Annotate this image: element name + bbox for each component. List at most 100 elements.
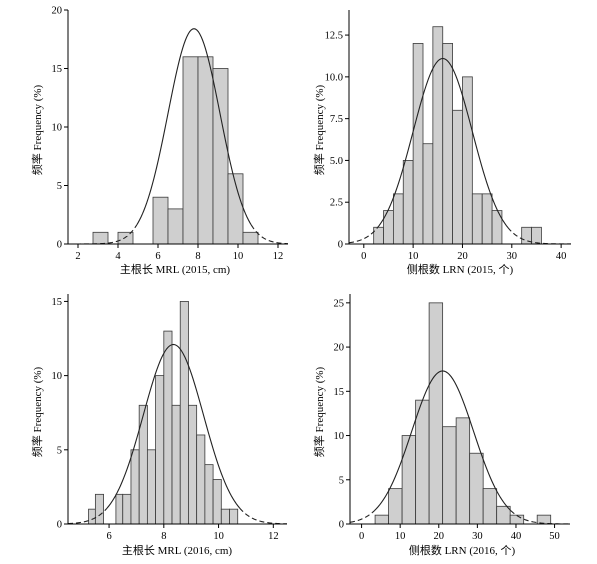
histogram-bar — [412, 43, 424, 245]
axes-group: 6 8 10 12 0 5 10 15 — [52, 294, 287, 542]
histogram-bar — [402, 160, 414, 245]
y-tick-label: 0 — [338, 240, 343, 251]
x-axis-label: 主根长 MRL (2016, cm) — [122, 543, 233, 557]
y-tick-label: 7.5 — [330, 114, 343, 125]
histogram-bar — [220, 508, 230, 525]
mrl-2016-histogram: 6 8 10 12 0 5 10 15 主根长 MRL (2016, cm) 频率 Frequ… — [30, 294, 288, 557]
histogram-bar — [242, 231, 259, 245]
y-tick-label: 0 — [57, 520, 62, 531]
histogram-bar — [422, 143, 434, 245]
histogram-bar — [496, 505, 511, 525]
y-axis-label: 频率 Frequency (%) — [312, 366, 326, 457]
histogram-bar — [442, 426, 457, 525]
x-tick-label: 12 — [273, 251, 284, 262]
histogram-bar — [188, 404, 198, 525]
histogram-bar — [442, 43, 454, 245]
y-tick-label: 5 — [57, 445, 62, 456]
y-tick-label: 10.0 — [325, 72, 343, 83]
x-axis-label: 主根长 MRL (2015, cm) — [120, 262, 231, 276]
bars-group — [92, 56, 259, 245]
histogram-bar — [388, 488, 403, 525]
histogram-bar — [392, 193, 404, 245]
histogram-bar — [373, 226, 384, 245]
x-tick-label: 40 — [556, 251, 567, 262]
x-tick-label: 6 — [106, 531, 111, 542]
x-tick-label: 20 — [434, 531, 445, 542]
y-tick-label: 5 — [339, 475, 344, 486]
normal-curve — [106, 343, 241, 509]
y-tick-label: 10 — [52, 371, 63, 382]
normal-curve-left-tail — [348, 227, 379, 244]
histogram-bar — [138, 404, 148, 525]
mrl-2015-histogram: 2 4 6 8 10 12 0 5 10 15 20 主根长 MRL (2015, cm) 频率 F… — [30, 6, 289, 276]
y-tick-label: 0 — [339, 520, 344, 531]
y-axis-label: 频率 Frequency (%) — [312, 84, 326, 175]
histogram-bar — [229, 508, 239, 525]
normal-curve — [374, 370, 511, 511]
histogram-bar — [212, 479, 222, 525]
y-tick-label: 0 — [57, 240, 62, 251]
histogram-bar — [212, 68, 229, 245]
x-axis-label: 侧根数 LRN (2016, 个) — [409, 543, 516, 557]
histogram-bar — [88, 508, 96, 525]
histogram-bar — [536, 514, 552, 525]
x-tick-label: 8 — [195, 251, 200, 262]
histogram-bar — [182, 56, 199, 245]
histogram-bar — [428, 302, 444, 525]
histogram-bar — [152, 196, 169, 245]
x-tick-label: 2 — [75, 251, 80, 262]
x-tick-label: 10 — [395, 531, 406, 542]
histogram-bar — [482, 488, 498, 525]
normal-curve-left-tail — [349, 509, 376, 523]
x-tick-label: 50 — [549, 531, 560, 542]
histogram-bar — [92, 231, 109, 245]
histogram-bar — [452, 109, 463, 245]
x-tick-label: 0 — [361, 251, 366, 262]
x-tick-label: 10 — [213, 531, 224, 542]
normal-curve-right-tail — [239, 507, 288, 525]
histogram-bar — [471, 193, 483, 245]
x-tick-label: 20 — [457, 251, 468, 262]
histogram-bar — [469, 452, 484, 525]
normal-curve — [136, 28, 252, 226]
y-tick-label: 20 — [334, 343, 345, 354]
histogram-bar — [401, 435, 417, 525]
x-tick-label: 8 — [161, 531, 166, 542]
axes-group: 2 4 6 8 10 12 0 5 10 15 20 — [52, 6, 288, 262]
histogram-bar — [117, 231, 134, 245]
histogram-bar — [509, 514, 525, 525]
histogram-bar — [531, 226, 542, 245]
histogram-bar — [163, 330, 173, 525]
histogram-bar — [115, 493, 124, 525]
histogram-bar — [130, 449, 140, 525]
y-axis-label: 频率 Frequency (%) — [30, 366, 44, 457]
bars-group — [88, 301, 239, 525]
y-tick-label: 5 — [57, 181, 62, 192]
y-tick-label: 10 — [52, 123, 63, 134]
y-tick-label: 12.5 — [325, 31, 343, 42]
histogram-bar — [196, 434, 206, 525]
y-tick-label: 20 — [52, 6, 63, 17]
lrn-2015-histogram: 0 10 20 30 40 0 2.5 5.0 7.5 10.0 12.5 侧根数 LRN (201… — [312, 10, 571, 276]
x-tick-label: 30 — [507, 251, 518, 262]
x-tick-label: 6 — [155, 251, 160, 262]
histogram-bar — [155, 375, 165, 525]
normal-curve — [377, 57, 509, 228]
y-tick-label: 10 — [334, 431, 345, 442]
normal-curve-left-tail — [67, 507, 108, 525]
histogram-bar — [415, 399, 430, 525]
bars-group — [374, 302, 552, 525]
normal-curve-right-tail — [250, 224, 289, 245]
histogram-bar — [171, 404, 181, 525]
x-tick-label: 40 — [511, 531, 522, 542]
histogram-bar — [481, 193, 493, 245]
y-tick-label: 25 — [334, 298, 345, 309]
histogram-bar — [432, 26, 444, 245]
x-tick-label: 0 — [359, 531, 364, 542]
bars-group — [373, 26, 542, 245]
axes-group: 0 10 20 30 40 50 0 5 10 15 20 25 — [334, 294, 570, 542]
x-tick-label: 12 — [268, 531, 279, 542]
y-tick-label: 15 — [52, 297, 63, 308]
